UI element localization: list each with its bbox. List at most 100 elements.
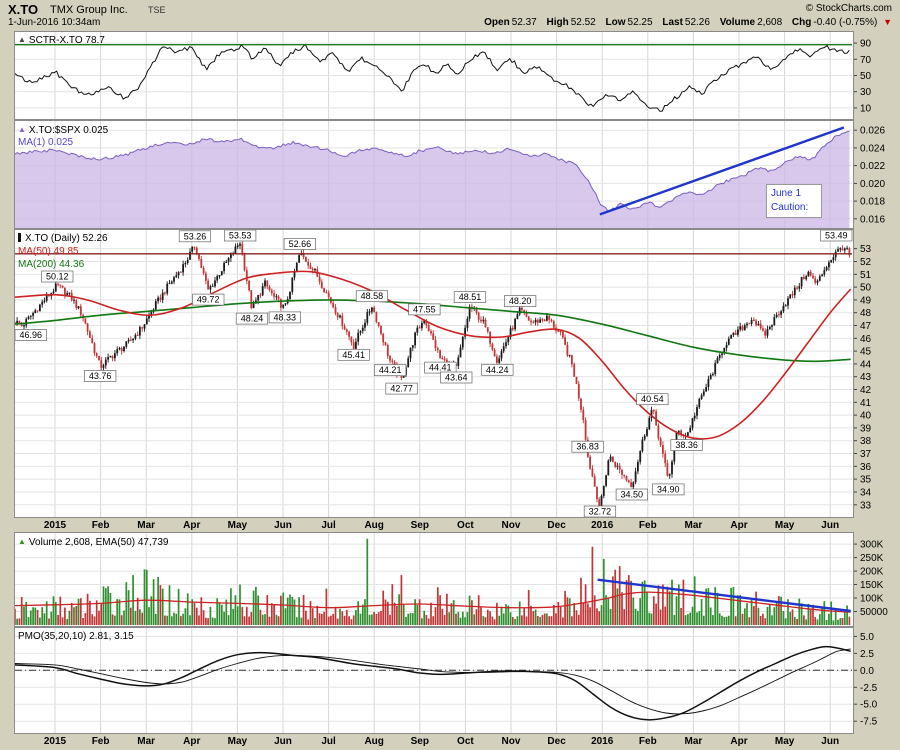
x-axis-label-mid: May [227, 520, 248, 531]
y-axis-label: 300K [860, 540, 884, 551]
y-axis-label: 37 [860, 449, 872, 460]
y-axis-label: 5.0 [860, 632, 874, 643]
y-axis-label: 0.020 [860, 179, 885, 190]
change-down-arrow-icon: ▼ [883, 17, 892, 27]
x-axis-label-mid: May [774, 520, 795, 531]
quote-low-value: 52.25 [627, 17, 653, 28]
price-label-box [670, 439, 703, 451]
y-axis-label: 250K [860, 553, 884, 564]
x-axis-label-mid: Aug [364, 520, 384, 531]
y-axis-label: 36 [860, 462, 872, 473]
price-label-text: 45.41 [342, 350, 365, 360]
x-axis-label-bottom: Jun [821, 736, 840, 747]
y-axis-label: 0.024 [860, 143, 885, 154]
x-axis-label-bottom: Jul [321, 736, 336, 747]
price-label-text: 44.24 [486, 365, 509, 375]
y-axis-label: 0.0 [860, 666, 874, 677]
x-axis-label-mid: 2016 [591, 520, 614, 531]
quote-last-label: Last [662, 17, 683, 28]
copyright: © StockCharts.com [805, 3, 892, 14]
annotation-line1: June 1 [771, 188, 802, 199]
quote-high-label: High [546, 17, 569, 28]
ratio-legend-label: X.TO:$SPX 0.025 [28, 125, 109, 136]
quote-high-value: 52.52 [570, 17, 596, 28]
area-icon: ▲ [18, 125, 26, 134]
x-axis-label-mid: Jul [321, 520, 336, 531]
x-axis-label-mid: Apr [730, 520, 748, 531]
annotation-line2: Caution: [771, 202, 809, 213]
ma50-legend: MA(50) 49.85 [18, 246, 79, 257]
x-axis-label-bottom: Mar [684, 736, 703, 747]
price-label-text: 47.55 [413, 304, 436, 314]
price-label-box [178, 230, 212, 243]
y-axis-label: 41 [860, 398, 872, 409]
y-axis-label: 200K [860, 567, 884, 578]
y-axis-label: 150K [860, 580, 884, 591]
price-label-text: 53.26 [184, 231, 207, 241]
y-axis-label: 43 [860, 372, 872, 383]
price-legend: X.TO (Daily) 52.26 [18, 233, 108, 244]
y-axis-label: 30 [860, 87, 872, 98]
price-label-text: 38.36 [675, 440, 698, 450]
ma200-legend: MA(200) 44.36 [18, 259, 84, 270]
area-icon: ▲ [18, 35, 26, 44]
price-label-text: 44.41 [429, 363, 452, 373]
ratio-ma-legend-label: MA(1) 0.025 [18, 137, 74, 148]
x-axis-label-bottom: Dec [547, 736, 566, 747]
pmo-legend: PMO(35,20,10) 2.81, 3.15 [18, 631, 134, 642]
sctr-line [14, 43, 850, 112]
y-axis-label: 0.026 [860, 126, 885, 137]
price-label-text: 48.51 [459, 292, 482, 302]
ma50-line [13, 270, 852, 440]
quote-strip: Open 52.37 High 52.52 Low 52.25 Last 52.26 V… [477, 17, 892, 28]
x-axis-label-mid: Jun [821, 520, 840, 531]
x-axis-label-mid: Feb [638, 520, 657, 531]
price-label-box [355, 290, 389, 303]
price-label-text: 53.53 [229, 231, 252, 241]
price-label-box [615, 488, 648, 501]
y-axis-label: 70 [860, 55, 872, 66]
x-axis-label-bottom: Feb [91, 736, 110, 747]
volume-ema-line [14, 591, 851, 613]
price-label-box [283, 238, 316, 250]
price-label-box [440, 371, 473, 384]
y-axis-label: 44 [860, 359, 872, 370]
price-label-box [408, 303, 441, 316]
x-axis-label-bottom: Oct [457, 736, 474, 747]
price-label-text: 44.21 [379, 365, 402, 375]
y-axis-label: 39 [860, 423, 872, 434]
y-axis-label: 0.016 [860, 214, 885, 225]
x-axis-label-mid: Nov [501, 520, 521, 531]
y-axis-label: 10 [860, 103, 872, 114]
y-axis-label: 38 [860, 436, 872, 447]
price-label-box [268, 311, 301, 324]
x-axis-label-mid: Jun [274, 520, 292, 531]
y-axis-label: 90 [860, 39, 872, 50]
quote-open-label: Open [484, 17, 510, 28]
ticker-symbol: X.TO [8, 2, 39, 17]
x-axis-label-bottom: May [774, 736, 795, 747]
x-axis-label-bottom: Nov [501, 736, 521, 747]
price-label-box [374, 364, 407, 377]
volume-legend: ▲ Volume 2,608, EMA(50) 47,739 [18, 536, 168, 548]
y-axis-label: 33 [860, 500, 872, 511]
quote-volume-label: Volume [719, 17, 756, 28]
x-axis-label-bottom: Apr [183, 736, 201, 747]
sctr-panel: 90 70 50 30 10 [14, 31, 872, 120]
y-axis-label: 47 [860, 321, 872, 332]
pmo-line [14, 645, 851, 721]
sctr-legend: ▲ SCTR-X.TO 78.7 [18, 34, 105, 46]
x-axis-label-mid: Sep [410, 520, 429, 531]
price-label-box [337, 348, 370, 361]
quote-low-label: Low [605, 17, 626, 28]
price-label-text: 43.64 [445, 373, 468, 383]
pmo-legend-label: PMO(35,20,10) 2.81, 3.15 [18, 631, 134, 642]
quote-last-value: 52.26 [684, 17, 710, 28]
candlestick-icon [18, 233, 21, 242]
y-axis-label: 50000 [860, 607, 888, 618]
ma200-legend-label: MA(200) 44.36 [18, 259, 85, 270]
ratio-trendline [599, 126, 845, 216]
price-label-text: 48.20 [509, 296, 532, 306]
price-label-text: 52.66 [289, 239, 312, 249]
